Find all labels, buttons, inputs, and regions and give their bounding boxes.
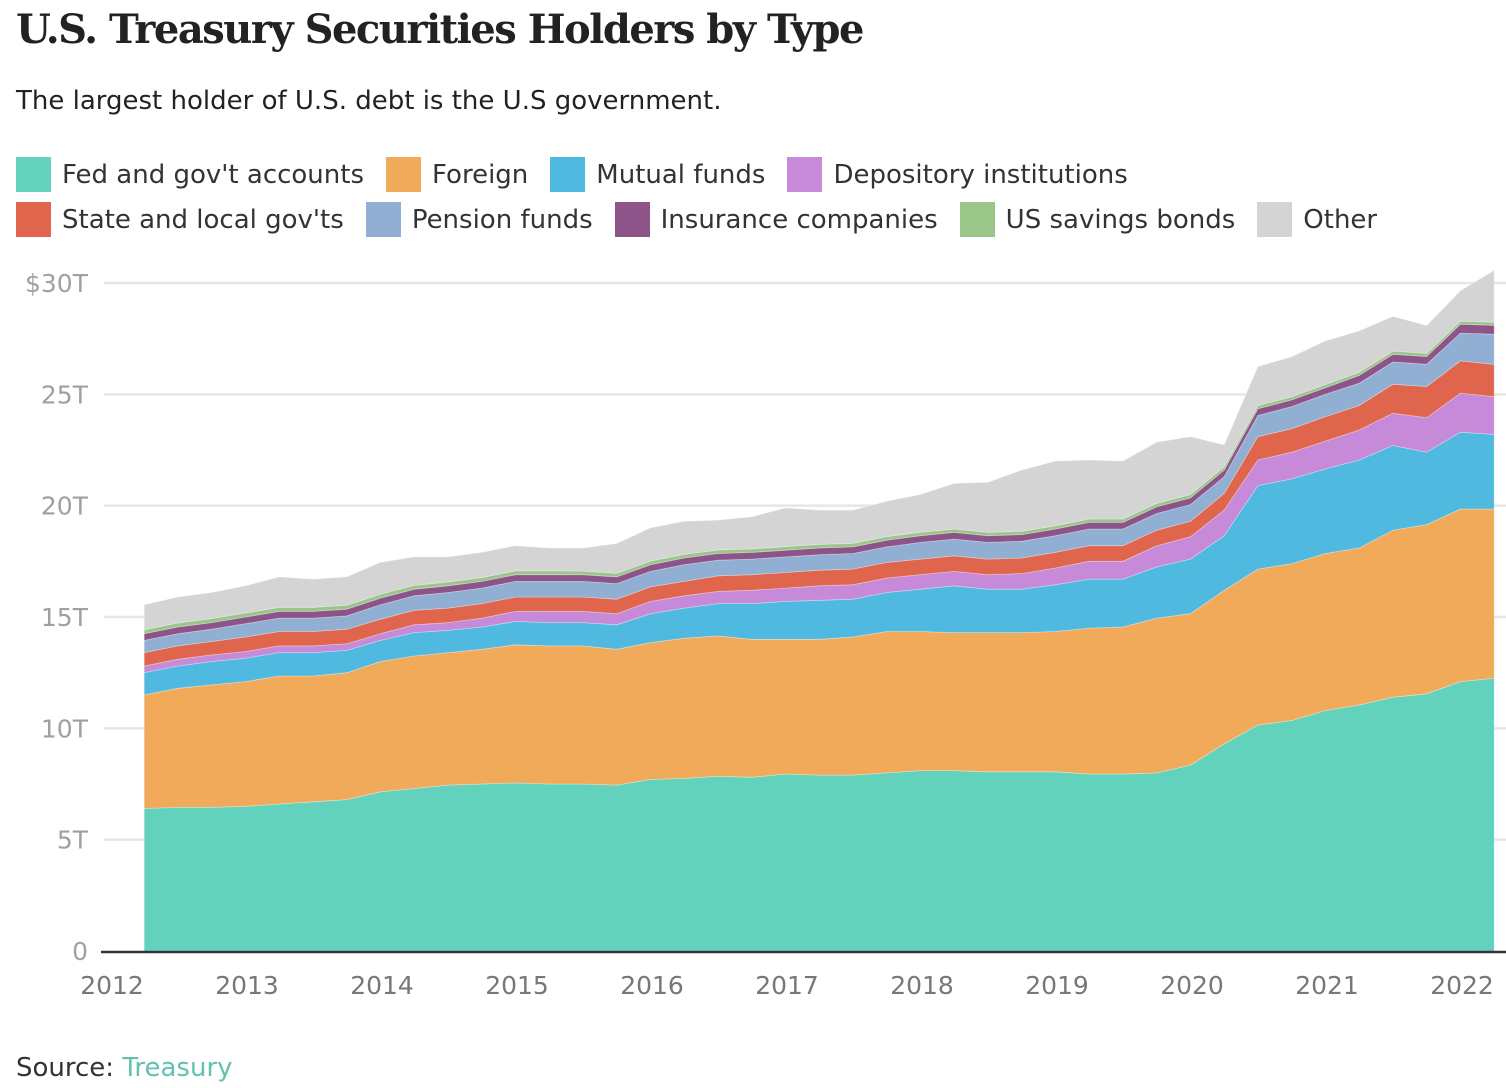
legend-item: Depository institutions <box>787 157 1128 192</box>
legend-swatch <box>550 157 586 192</box>
legend-swatch <box>365 202 401 237</box>
legend-item: US savings bonds <box>959 202 1236 237</box>
y-tick-label: $30T <box>25 269 89 298</box>
legend-swatch <box>959 202 995 237</box>
legend-label: Mutual funds <box>596 159 766 190</box>
legend-label: Insurance companies <box>660 204 938 235</box>
y-tick-label: 10T <box>41 714 89 743</box>
x-tick-label: 2022 <box>1430 971 1494 1000</box>
legend-item: Other <box>1257 202 1377 237</box>
y-tick-label: 20T <box>41 492 89 521</box>
legend-swatch <box>787 157 823 192</box>
x-tick-label: 2020 <box>1160 971 1224 1000</box>
x-tick-label: 2014 <box>350 971 414 1000</box>
x-tick-label: 2018 <box>890 971 954 1000</box>
x-tick-label: 2021 <box>1295 971 1359 1000</box>
legend-swatch <box>614 202 650 237</box>
legend-swatch <box>1257 202 1293 237</box>
x-axis-ticks: 2012 2013 2014 2015 2016 2017 2018 2019 2020 2021… <box>80 971 1494 1000</box>
x-tick-label: 2019 <box>1025 971 1089 1000</box>
legend-label: Fed and gov't accounts <box>62 159 365 190</box>
legend-swatch <box>16 157 51 192</box>
legend-label: Foreign <box>432 159 529 190</box>
legend-row: State and local gov'ts Pension funds Insur… <box>16 197 1496 242</box>
legend-item: Pension funds <box>365 202 593 237</box>
x-tick-label: 2017 <box>755 971 819 1000</box>
x-tick-label: 2012 <box>80 971 144 1000</box>
y-tick-label: 5T <box>57 826 89 855</box>
legend-item: State and local gov'ts <box>16 202 344 237</box>
legend-swatch <box>16 202 51 237</box>
y-tick-label: 0 <box>72 937 88 966</box>
source-prefix: Source: <box>16 1053 123 1083</box>
legend-label: State and local gov'ts <box>62 204 344 235</box>
y-tick-label: 25T <box>41 380 89 409</box>
area-layers <box>143 269 1495 952</box>
y-axis-ticks: 0 5T 10T 15T 20T 25T $30T <box>25 269 89 966</box>
x-tick-label: 2015 <box>485 971 549 1000</box>
legend-item: Foreign <box>386 157 528 192</box>
legend-label: Other <box>1303 204 1378 235</box>
legend-item: Fed and gov't accounts <box>16 157 364 192</box>
legend-label: Pension funds <box>411 204 593 235</box>
area-mutual-funds <box>143 431 1495 696</box>
source-note: Source: Treasury <box>16 1053 233 1083</box>
source-link[interactable]: Treasury <box>122 1053 233 1083</box>
legend-row: Fed and gov't accounts Foreign Mutual fund… <box>16 152 1496 197</box>
legend-label: Depository institutions <box>833 159 1128 190</box>
legend-label: US savings bonds <box>1005 204 1236 235</box>
area-other <box>143 269 1495 631</box>
y-tick-label: 15T <box>41 603 89 632</box>
chart-subtitle: The largest holder of U.S. debt is the U… <box>16 86 722 116</box>
chart-legend: Fed and gov't accounts Foreign Mutual fund… <box>16 152 1496 242</box>
x-tick-label: 2016 <box>620 971 684 1000</box>
chart-title: U.S. Treasury Securities Holders by Type <box>16 6 864 53</box>
x-tick-label: 2013 <box>215 971 279 1000</box>
legend-item: Insurance companies <box>614 202 938 237</box>
legend-item: Mutual funds <box>550 157 765 192</box>
stacked-area-chart: 0 5T 10T 15T 20T 25T $30T 2012 2013 2014 2015 2016… <box>25 269 1506 1000</box>
legend-swatch <box>386 157 422 192</box>
